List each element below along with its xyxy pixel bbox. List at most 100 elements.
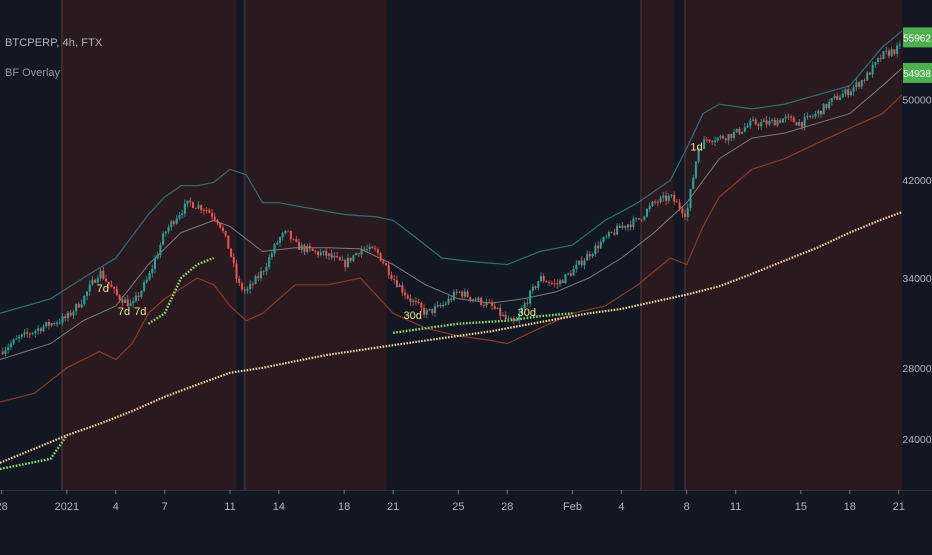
- candle-body: [338, 257, 341, 261]
- candle-body: [175, 218, 178, 224]
- upper-band-line: [0, 30, 903, 314]
- candle-body: [738, 128, 741, 134]
- markers-layer: 7d 7d 7d 30d 30d 1d: [97, 141, 703, 322]
- candle-body: [352, 255, 355, 261]
- candle-body: [183, 203, 186, 214]
- candle-body: [344, 259, 347, 268]
- candle-body: [749, 120, 752, 126]
- candle-body: [385, 263, 388, 266]
- x-tick-label: 21: [893, 501, 905, 513]
- candle-body: [670, 194, 673, 196]
- mid-band-line: [0, 67, 903, 361]
- candle-body: [665, 195, 668, 201]
- candle-body: [469, 297, 472, 300]
- x-tick-label: 4: [618, 501, 624, 513]
- y-tick-label: 34000: [902, 273, 931, 285]
- candle-body: [537, 281, 540, 288]
- candle-body: [371, 246, 374, 249]
- candle-body: [194, 207, 197, 209]
- candle-body: [567, 273, 570, 275]
- candle-body: [96, 278, 99, 283]
- candle-body: [374, 248, 377, 250]
- candle-body: [15, 338, 18, 340]
- candle-body: [360, 249, 363, 255]
- long-ma-layer: [0, 211, 903, 464]
- candle-body: [387, 265, 390, 276]
- candle-body: [507, 318, 510, 320]
- price-badge-1: [903, 62, 932, 83]
- candle-body: [20, 334, 23, 337]
- candle-body: [762, 120, 765, 123]
- candle-body: [692, 177, 695, 189]
- candle-body: [461, 291, 464, 297]
- candle-body: [102, 270, 105, 279]
- candle-body: [800, 122, 803, 127]
- marker-label-4: 30d: [518, 307, 536, 319]
- candle-body: [640, 219, 643, 221]
- candle-body: [148, 273, 151, 280]
- candle-body: [776, 120, 779, 126]
- candle-body: [259, 271, 262, 278]
- candle-body: [270, 253, 273, 258]
- candle-body: [363, 249, 366, 251]
- candle-body: [414, 300, 417, 302]
- candle-body: [548, 282, 551, 284]
- time-axis-background: [0, 490, 932, 550]
- candle-body: [439, 304, 442, 307]
- candle-body: [58, 322, 61, 324]
- candle-body: [531, 286, 534, 291]
- candle-body: [346, 257, 349, 268]
- candle-body: [319, 252, 322, 256]
- candle-body: [56, 322, 59, 325]
- candle-body: [765, 120, 768, 125]
- candle-body: [455, 291, 458, 293]
- x-tick-label: 25: [452, 501, 464, 513]
- candle-body: [232, 256, 235, 264]
- symbol-title[interactable]: BTCPERP, 4h, FTX: [5, 37, 103, 49]
- candle-body: [401, 285, 404, 293]
- candle-body: [705, 139, 708, 141]
- candle-body: [85, 291, 88, 296]
- candle-body: [790, 116, 793, 118]
- candle-body: [9, 343, 12, 348]
- candle-body: [773, 119, 776, 126]
- price-badges: 55962 54938: [903, 27, 932, 83]
- y-tick-label: 24000: [902, 434, 931, 446]
- candle-body: [836, 95, 839, 100]
- candle-body: [732, 132, 735, 138]
- indicator-title[interactable]: BF Overlay: [5, 67, 61, 79]
- candle-body: [564, 274, 567, 284]
- y-tick-label: 28000: [902, 363, 931, 375]
- candle-body: [607, 231, 610, 237]
- candle-body: [314, 250, 317, 252]
- candle-body: [482, 304, 485, 306]
- candle-body: [365, 249, 368, 250]
- candle-body: [211, 212, 214, 217]
- candle-body: [235, 263, 238, 279]
- candle-body: [874, 61, 877, 65]
- candle-body: [300, 245, 303, 250]
- candle-body: [308, 246, 311, 249]
- candle-body: [833, 95, 836, 99]
- mid-band-layer: [0, 67, 903, 361]
- candle-body: [224, 231, 227, 236]
- candle-body: [703, 139, 706, 149]
- candle-body: [240, 283, 243, 290]
- candle-body: [189, 200, 192, 203]
- candle-body: [757, 124, 760, 127]
- long-ma-dotted-line: [0, 211, 903, 464]
- candle-body: [113, 287, 116, 289]
- candle-body: [719, 136, 722, 138]
- candle-body: [882, 51, 885, 59]
- candle-body: [137, 295, 140, 297]
- candle-body: [162, 233, 165, 245]
- candle-body: [480, 297, 483, 305]
- candle-body: [295, 239, 298, 242]
- candle-body: [325, 250, 328, 256]
- candle-body: [485, 301, 488, 306]
- candle-body: [539, 276, 542, 282]
- candle-body: [268, 257, 271, 267]
